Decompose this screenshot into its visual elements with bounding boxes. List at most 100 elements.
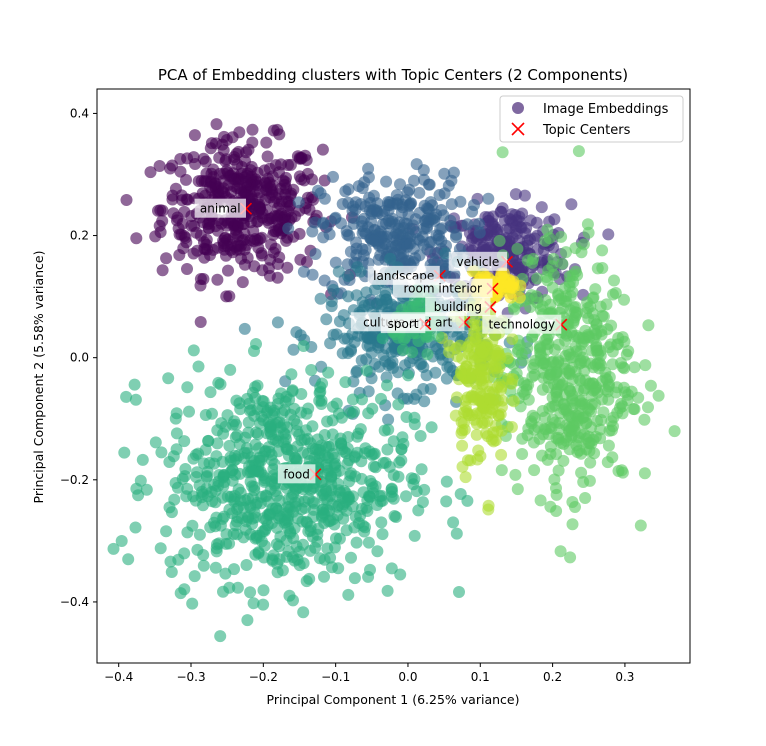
embedding-point [107, 542, 120, 555]
embedding-point [486, 360, 499, 373]
embedding-point [372, 253, 385, 266]
embedding-point [120, 390, 133, 403]
embedding-point [166, 189, 179, 202]
embedding-point [552, 464, 565, 477]
embedding-point [516, 448, 529, 460]
embedding-point [181, 526, 194, 539]
embedding-point [238, 446, 251, 459]
x-tick-label: −0.1 [321, 670, 350, 684]
embedding-point [356, 182, 369, 195]
embedding-point [381, 379, 393, 392]
embedding-point [400, 411, 413, 423]
center-label-box [448, 251, 508, 271]
embedding-point [254, 465, 267, 478]
embedding-point [282, 159, 294, 171]
embedding-point [495, 448, 508, 461]
embedding-point [260, 136, 273, 149]
embedding-point [566, 518, 579, 531]
center-label-box [380, 314, 426, 334]
embedding-point [188, 129, 201, 142]
embedding-point [324, 337, 337, 350]
embedding-point [639, 359, 652, 372]
embedding-point [345, 551, 357, 564]
x-axis: −0.4 −0.3 −0.2 −0.1 0.0 0.1 0.2 0.3 [104, 663, 634, 684]
embedding-point [257, 551, 270, 564]
embedding-point [461, 218, 474, 231]
embedding-point [417, 164, 430, 177]
embedding-point [326, 414, 339, 427]
y-axis: −0.4 −0.2 0.0 0.2 0.4 [60, 106, 97, 609]
embedding-point [218, 130, 230, 143]
embedding-point [400, 490, 412, 503]
embedding-point [565, 198, 578, 211]
embedding-point [128, 378, 141, 391]
embedding-point [115, 535, 128, 547]
embedding-point [178, 470, 191, 483]
embedding-point [197, 152, 210, 165]
embedding-point [602, 439, 615, 452]
embedding-point [509, 468, 522, 481]
embedding-point [240, 559, 253, 571]
embedding-point [129, 393, 142, 406]
embedding-point [321, 542, 334, 555]
center-label-box [392, 278, 493, 298]
embedding-point [156, 215, 169, 227]
embedding-point [318, 274, 331, 287]
legend-x-marker [511, 122, 525, 136]
embedding-point [543, 421, 556, 434]
embedding-point [120, 194, 133, 206]
embedding-point [255, 247, 268, 260]
embedding-point [555, 230, 568, 243]
embedding-point [579, 324, 592, 337]
topic-center-building: building [425, 296, 497, 316]
embedding-point [384, 252, 397, 265]
embedding-point [348, 572, 361, 585]
topic-center-technology: technology [482, 314, 568, 334]
embedding-point [575, 394, 588, 407]
embedding-point [240, 176, 253, 188]
embedding-point [359, 244, 372, 256]
embedding-point [187, 344, 200, 357]
embedding-point [299, 501, 312, 514]
embedding-point [507, 395, 520, 408]
embedding-point [409, 213, 422, 226]
topic-center-animal: animal [194, 198, 253, 218]
embedding-point [612, 338, 624, 351]
embedding-point [470, 428, 483, 441]
embedding-point [210, 450, 223, 463]
embedding-point [289, 452, 302, 465]
embedding-point [433, 189, 446, 201]
y-tick-label: 0.0 [70, 351, 89, 365]
embedding-point [589, 397, 601, 410]
embedding-point [551, 394, 564, 407]
embedding-point [466, 364, 479, 377]
embedding-point [583, 377, 596, 390]
embedding-point [308, 497, 321, 510]
embedding-point [392, 398, 405, 411]
embedding-point [392, 366, 404, 379]
embedding-point [652, 389, 665, 402]
embedding-point [210, 118, 223, 131]
embedding-point [181, 381, 194, 394]
embedding-point [175, 189, 188, 202]
embedding-point [447, 516, 460, 529]
embedding-point [453, 586, 465, 598]
embedding-point [397, 437, 410, 450]
chart-title: PCA of Embedding clusters with Topic Cen… [158, 66, 628, 84]
embedding-point [349, 470, 362, 483]
embedding-point [222, 264, 234, 277]
embedding-point [219, 420, 232, 433]
embedding-point [538, 411, 551, 424]
embedding-point [606, 451, 619, 464]
legend: Image Embeddings Topic Centers [499, 95, 684, 143]
embedding-point [284, 525, 297, 538]
embedding-point [564, 551, 577, 564]
embedding-point [204, 181, 217, 194]
embedding-point [223, 439, 236, 452]
embedding-point [416, 496, 429, 509]
embedding-point [473, 226, 486, 239]
embedding-point [342, 183, 355, 196]
embedding-point [247, 235, 260, 248]
embedding-point [325, 295, 338, 308]
embedding-point [468, 199, 480, 211]
